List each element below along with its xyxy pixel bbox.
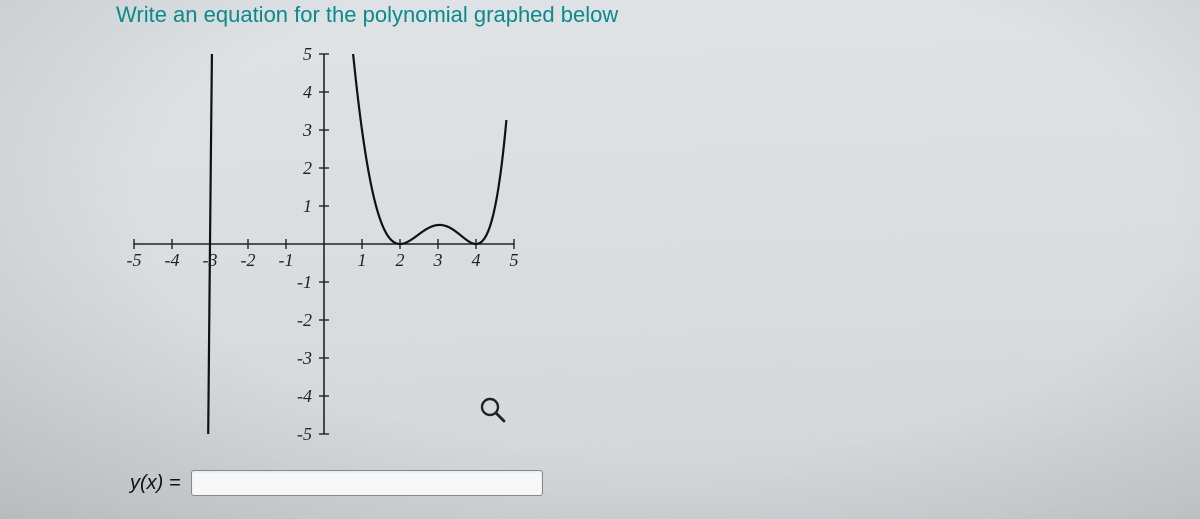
answer-input[interactable] <box>191 470 543 496</box>
svg-text:1: 1 <box>303 196 312 216</box>
svg-text:-2: -2 <box>241 250 256 270</box>
polynomial-graph: -5-4-3-2-112345-5-4-3-2-112345 <box>104 44 544 454</box>
svg-text:2: 2 <box>303 158 312 178</box>
graph-svg: -5-4-3-2-112345-5-4-3-2-112345 <box>104 44 544 454</box>
svg-text:4: 4 <box>303 82 312 102</box>
svg-text:-1: -1 <box>279 250 294 270</box>
svg-text:-2: -2 <box>297 310 312 330</box>
answer-row: y(x) = <box>130 470 543 496</box>
question-panel: Write an equation for the polynomial gra… <box>0 0 1200 519</box>
search-icon[interactable] <box>478 395 508 430</box>
svg-text:-5: -5 <box>297 424 312 444</box>
svg-text:-5: -5 <box>127 250 142 270</box>
svg-text:2: 2 <box>396 250 405 270</box>
svg-text:-1: -1 <box>297 272 312 292</box>
svg-text:4: 4 <box>472 250 481 270</box>
svg-text:5: 5 <box>303 44 312 64</box>
svg-text:3: 3 <box>302 120 312 140</box>
question-title: Write an equation for the polynomial gra… <box>116 2 618 28</box>
svg-text:-4: -4 <box>165 250 180 270</box>
svg-text:1: 1 <box>358 250 367 270</box>
svg-text:5: 5 <box>510 250 519 270</box>
answer-label: y(x) = <box>130 472 181 495</box>
svg-text:3: 3 <box>433 250 443 270</box>
svg-text:-4: -4 <box>297 386 312 406</box>
svg-text:-3: -3 <box>297 348 312 368</box>
